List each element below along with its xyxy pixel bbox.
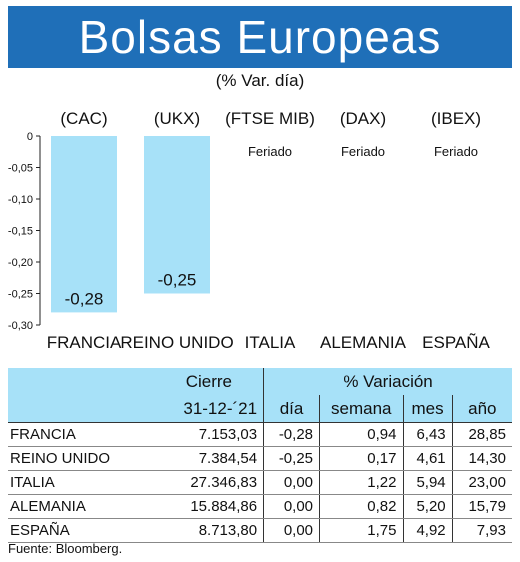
- bar: [144, 136, 210, 294]
- table-cell: -0,28: [263, 422, 320, 447]
- table-cell: 1,22: [319, 470, 403, 495]
- bar: [51, 136, 117, 313]
- table-col-blank: [8, 395, 155, 423]
- table-col-date: 31-12-´21: [154, 395, 264, 423]
- index-label: (DAX): [340, 109, 386, 128]
- table-cell: -0,25: [263, 446, 320, 471]
- row-country: FRANCIA: [8, 422, 155, 447]
- table-cell: 6,43: [402, 422, 453, 447]
- y-tick-label: -0,30: [8, 320, 33, 332]
- row-country: ESPAÑA: [8, 518, 155, 543]
- table-cell: 0,00: [263, 518, 320, 543]
- category-label: ESPAÑA: [422, 333, 490, 352]
- category-label: REINO UNIDO: [120, 333, 233, 352]
- holiday-label: Feriado: [434, 144, 478, 159]
- table-cell: 23,00: [451, 470, 512, 495]
- table-header-cierre: Cierre: [154, 368, 264, 395]
- table-row: FRANCIA 7.153,03 -0,28 0,94 6,43 28,85: [8, 422, 512, 447]
- row-country: REINO UNIDO: [8, 446, 155, 471]
- table-cell: 0,00: [263, 494, 320, 519]
- table-header-variacion: % Variación: [263, 368, 512, 395]
- category-label: ALEMANIA: [320, 333, 407, 352]
- table-row: REINO UNIDO 7.384,54 -0,25 0,17 4,61 14,30: [8, 446, 512, 471]
- table-cell: 0,00: [263, 470, 320, 495]
- category-label: ITALIA: [245, 333, 296, 352]
- y-tick-label: 0: [27, 131, 33, 143]
- table-cell: 0,17: [319, 446, 403, 471]
- table-body: FRANCIA 7.153,03 -0,28 0,94 6,43 28,85 REINO U…: [8, 422, 512, 543]
- table-cell: 5,94: [402, 470, 453, 495]
- category-label: FRANCIA: [47, 333, 122, 352]
- y-tick-label: -0,05: [8, 163, 33, 175]
- holiday-label: Feriado: [341, 144, 385, 159]
- table-cell: 0,94: [319, 422, 403, 447]
- table-cell: 8.713,80: [154, 518, 264, 543]
- table-row: ESPAÑA 8.713,80 0,00 1,75 4,92 7,93: [8, 518, 512, 543]
- holiday-label: Feriado: [248, 144, 292, 159]
- market-table: Cierre % Variación 31-12-´21 día semana …: [8, 368, 512, 543]
- table-cell: 7.153,03: [154, 422, 264, 447]
- data-label: -0,25: [158, 271, 197, 290]
- table-col-semana: semana: [319, 395, 403, 423]
- index-label: (IBEX): [431, 109, 481, 128]
- table-col-anio: año: [451, 395, 512, 423]
- table-header-name-blank: [8, 368, 155, 395]
- index-label: (FTSE MIB): [225, 109, 315, 128]
- table-col-mes: mes: [402, 395, 453, 423]
- table-cell: 15.884,86: [154, 494, 264, 519]
- index-label: (CAC): [60, 109, 107, 128]
- chart-subtitle: (% Var. día): [215, 71, 305, 90]
- table-cell: 4,92: [402, 518, 453, 543]
- table-cell: 5,20: [402, 494, 453, 519]
- table-cell: 7,93: [451, 518, 512, 543]
- y-tick-label: -0,15: [8, 226, 33, 238]
- table-cell: 15,79: [451, 494, 512, 519]
- bar-chart: 0 -0,05 -0,10 -0,15 -0,20 -0,25 -0,30 (CAC) FRAN…: [8, 109, 491, 352]
- table-cell: 27.346,83: [154, 470, 264, 495]
- table-row: ALEMANIA 15.884,86 0,00 0,82 5,20 15,79: [8, 494, 512, 519]
- table-cell: 14,30: [451, 446, 512, 471]
- table-cell: 28,85: [451, 422, 512, 447]
- data-label: -0,28: [65, 289, 104, 308]
- chart-title: Bolsas Europeas: [8, 6, 512, 68]
- source-note: Fuente: Bloomberg.: [8, 541, 123, 556]
- table-cell: 4,61: [402, 446, 453, 471]
- table-row: ITALIA 27.346,83 0,00 1,22 5,94 23,00: [8, 470, 512, 495]
- y-tick-label: -0,10: [8, 194, 33, 206]
- row-country: ALEMANIA: [8, 494, 155, 519]
- y-tick-label: -0,20: [8, 257, 33, 269]
- index-label: (UKX): [154, 109, 200, 128]
- table-cell: 7.384,54: [154, 446, 264, 471]
- row-country: ITALIA: [8, 470, 155, 495]
- table-cell: 1,75: [319, 518, 403, 543]
- table-col-dia: día: [263, 395, 320, 423]
- table-cell: 0,82: [319, 494, 403, 519]
- y-tick-label: -0,25: [8, 289, 33, 301]
